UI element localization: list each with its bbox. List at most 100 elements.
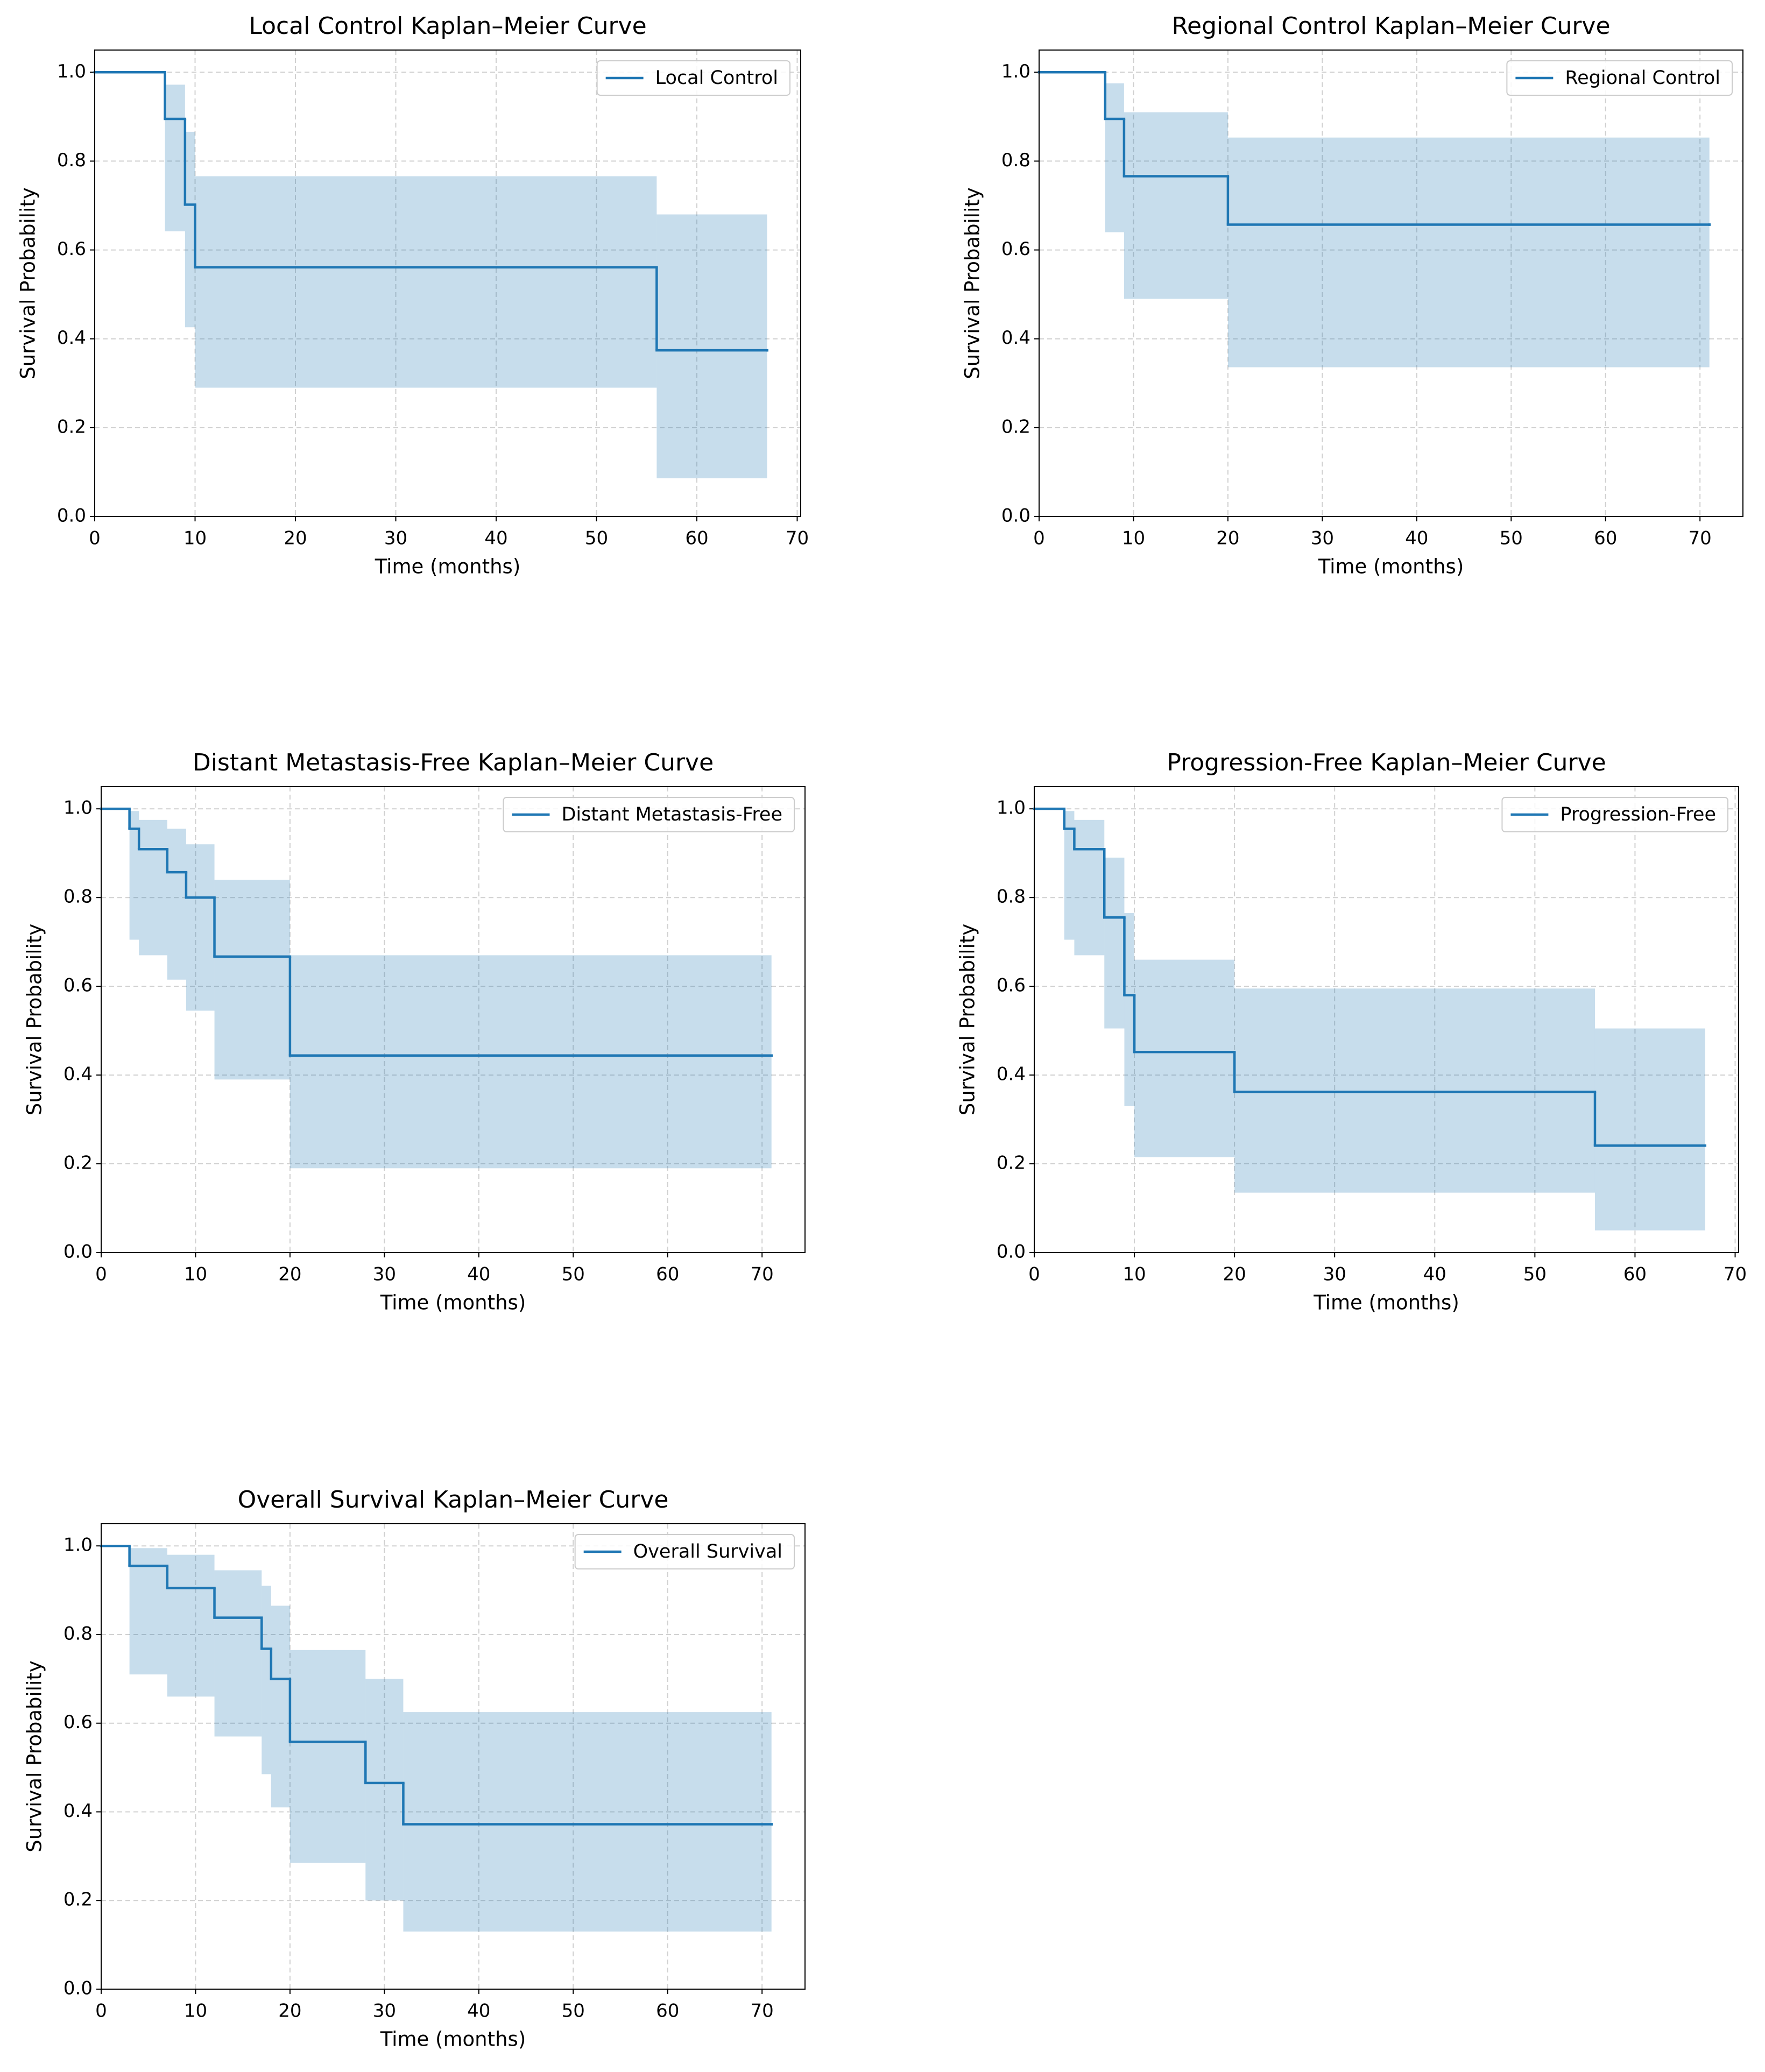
confidence-band [1124, 913, 1135, 1106]
confidence-band [1594, 1028, 1705, 1231]
legend-box [1506, 60, 1733, 96]
y-tick-label: 0.6 [57, 238, 86, 260]
x-tick-label: 20 [278, 2000, 301, 2022]
x-tick-label: 30 [384, 528, 407, 549]
y-axis-label: Survival Probability [23, 924, 46, 1116]
y-axis-label: Survival Probability [17, 187, 40, 379]
chart-title: Local Control Kaplan–Meier Curve [249, 12, 646, 40]
axes-frame [101, 786, 806, 1253]
x-tick-label: 70 [786, 528, 809, 549]
x-tick-label: 50 [562, 1264, 585, 1285]
confidence-band [185, 131, 195, 328]
x-tick-label: 40 [1405, 528, 1428, 549]
x-tick-label: 30 [1323, 1264, 1346, 1285]
y-tick-label: 1.0 [997, 797, 1026, 819]
confidence-band [186, 844, 215, 1011]
y-tick-label: 0.0 [63, 1241, 93, 1263]
x-tick-label: 40 [484, 528, 507, 549]
x-tick-label: 10 [1122, 1264, 1146, 1285]
x-tick-label: 70 [1724, 1264, 1747, 1285]
legend-box [596, 60, 790, 96]
x-tick-label: 20 [1223, 1264, 1246, 1285]
y-tick-label: 1.0 [1001, 61, 1030, 82]
chart-panel: 0 10 20 30 40 50 60 70 0.0 0.2 0.4 0.6 0.8 1.0 Local C… [17, 12, 809, 578]
x-tick-label: 20 [1216, 528, 1239, 549]
y-tick-label: 0.8 [57, 150, 86, 171]
x-tick-label: 50 [1523, 1264, 1547, 1285]
chart-title: Progression-Free Kaplan–Meier Curve [1167, 749, 1606, 776]
confidence-band [656, 214, 767, 478]
x-tick-label: 0 [1033, 528, 1045, 549]
legend: Overall Survival [574, 1534, 795, 1569]
x-tick-label: 70 [751, 1264, 774, 1285]
x-tick-label: 70 [751, 2000, 774, 2022]
x-tick-label: 0 [1028, 1264, 1040, 1285]
y-tick-label: 1.0 [57, 61, 86, 82]
confidence-band [1074, 819, 1105, 956]
x-tick-label: 50 [562, 2000, 585, 2022]
y-tick-label: 0.4 [1001, 327, 1030, 349]
x-tick-label: 60 [685, 528, 708, 549]
confidence-band [167, 1554, 215, 1697]
x-tick-label: 70 [1689, 528, 1712, 549]
confidence-band [1227, 137, 1710, 367]
x-tick-label: 0 [89, 528, 101, 549]
confidence-band [214, 880, 290, 1080]
legend: Distant Metastasis-Free [503, 797, 795, 832]
confidence-band [1064, 811, 1075, 940]
confidence-band [403, 1712, 772, 1932]
x-tick-label: 10 [184, 2000, 207, 2022]
x-tick-label: 40 [467, 2000, 490, 2022]
confidence-band [195, 176, 657, 388]
x-tick-label: 40 [467, 1264, 490, 1285]
x-tick-label: 60 [1623, 1264, 1647, 1285]
x-axis-label: Time (months) [375, 555, 521, 578]
confidence-band [214, 1570, 262, 1737]
x-axis-label: Time (months) [1313, 1291, 1459, 1314]
confidence-band [129, 1548, 167, 1675]
y-axis-label: Survival Probability [23, 1660, 46, 1852]
x-axis-label: Time (months) [380, 2028, 526, 2051]
confidence-band [139, 819, 167, 956]
y-tick-label: 0.0 [997, 1241, 1026, 1263]
x-tick-label: 50 [1500, 528, 1523, 549]
y-tick-label: 0.6 [997, 975, 1026, 996]
x-tick-label: 50 [585, 528, 608, 549]
chart-panel: 0 10 20 30 40 50 60 70 0.0 0.2 0.4 0.6 0.8 1.0 Regiona… [961, 12, 1743, 578]
confidence-band [129, 811, 139, 940]
x-tick-label: 60 [656, 1264, 679, 1285]
chart-title: Distant Metastasis-Free Kaplan–Meier Cur… [193, 749, 714, 776]
y-tick-label: 0.4 [997, 1064, 1026, 1085]
y-tick-label: 0.8 [997, 886, 1026, 908]
confidence-band [167, 829, 186, 980]
x-tick-label: 0 [95, 1264, 107, 1285]
confidence-band [365, 1679, 404, 1901]
legend: Local Control [596, 60, 790, 96]
confidence-band [290, 1650, 366, 1863]
y-tick-label: 0.8 [63, 1623, 93, 1644]
chart-panel: 0 10 20 30 40 50 60 70 0.0 0.2 0.4 0.6 0.8 1.0 Progres… [956, 749, 1747, 1314]
x-tick-label: 0 [95, 2000, 107, 2022]
legend: Regional Control [1506, 60, 1733, 96]
legend-box [503, 797, 795, 832]
x-tick-label: 30 [1311, 528, 1334, 549]
confidence-band [262, 1586, 271, 1774]
axes-frame [1039, 49, 1743, 517]
y-tick-label: 1.0 [63, 797, 93, 819]
y-tick-label: 0.6 [1001, 238, 1030, 260]
y-tick-label: 0.2 [997, 1152, 1026, 1174]
x-tick-label: 30 [373, 2000, 396, 2022]
y-tick-label: 0.8 [1001, 150, 1030, 171]
x-tick-label: 60 [1594, 528, 1617, 549]
axes-frame [94, 49, 801, 517]
confidence-band [1105, 83, 1124, 232]
y-tick-label: 0.2 [1001, 416, 1030, 437]
confidence-band [1104, 857, 1125, 1029]
x-tick-label: 10 [1122, 528, 1145, 549]
confidence-band [1234, 988, 1595, 1193]
chart-title: Regional Control Kaplan–Meier Curve [1171, 12, 1610, 40]
legend: Progression-Free [1501, 797, 1728, 832]
y-tick-label: 0.4 [57, 327, 86, 349]
y-axis-label: Survival Probability [956, 924, 979, 1116]
